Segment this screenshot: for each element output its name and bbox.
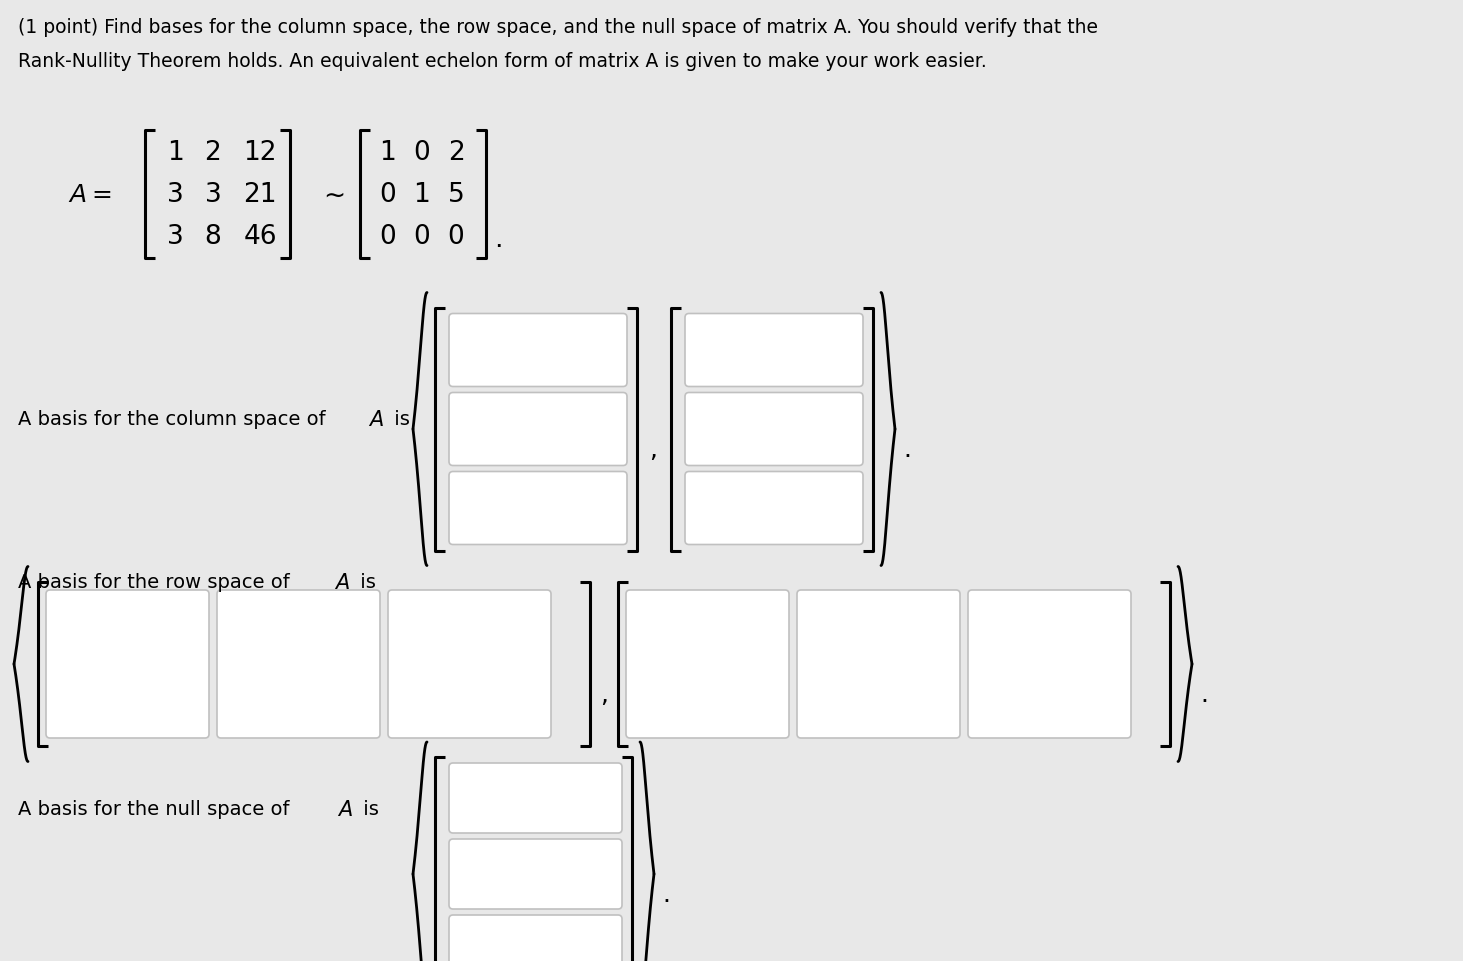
Text: 0: 0 <box>414 140 430 166</box>
Text: ,: , <box>600 682 609 706</box>
Text: 5: 5 <box>448 182 464 208</box>
Text: 0: 0 <box>448 224 464 250</box>
Text: .: . <box>903 437 911 461</box>
Text: 3: 3 <box>167 224 183 250</box>
Text: 8: 8 <box>205 224 221 250</box>
Text: is: is <box>357 800 379 819</box>
Text: 2: 2 <box>205 140 221 166</box>
Text: A basis for the null space of: A basis for the null space of <box>18 800 296 819</box>
Text: 21: 21 <box>243 182 277 208</box>
Text: (1 point) Find bases for the column space, the row space, and the null space of : (1 point) Find bases for the column spac… <box>18 18 1099 37</box>
FancyBboxPatch shape <box>449 472 628 545</box>
FancyBboxPatch shape <box>685 472 863 545</box>
FancyBboxPatch shape <box>449 393 628 466</box>
FancyBboxPatch shape <box>969 590 1131 738</box>
Text: 1: 1 <box>414 182 430 208</box>
FancyBboxPatch shape <box>449 915 622 961</box>
Text: 1: 1 <box>167 140 183 166</box>
Text: $\sim$: $\sim$ <box>317 182 344 208</box>
FancyBboxPatch shape <box>685 393 863 466</box>
Text: $\mathit{A}$: $\mathit{A}$ <box>336 800 353 819</box>
Text: Rank-Nullity Theorem holds. An equivalent echelon form of matrix A is given to m: Rank-Nullity Theorem holds. An equivalen… <box>18 52 986 71</box>
Text: $\mathit{A}$: $\mathit{A}$ <box>334 573 350 592</box>
FancyBboxPatch shape <box>388 590 552 738</box>
Text: 0: 0 <box>414 224 430 250</box>
Text: 0: 0 <box>379 182 396 208</box>
FancyBboxPatch shape <box>45 590 209 738</box>
Text: 2: 2 <box>448 140 464 166</box>
Text: 1: 1 <box>379 140 396 166</box>
FancyBboxPatch shape <box>449 763 622 833</box>
Text: 3: 3 <box>205 182 221 208</box>
Text: .: . <box>661 882 670 906</box>
Text: A basis for the row space of: A basis for the row space of <box>18 573 296 592</box>
FancyBboxPatch shape <box>626 590 789 738</box>
Text: is: is <box>354 573 376 592</box>
FancyBboxPatch shape <box>449 839 622 909</box>
Text: 0: 0 <box>379 224 396 250</box>
Text: 46: 46 <box>243 224 277 250</box>
FancyBboxPatch shape <box>797 590 960 738</box>
Text: ,: , <box>650 437 657 461</box>
FancyBboxPatch shape <box>449 314 628 387</box>
Text: 12: 12 <box>243 140 277 166</box>
FancyBboxPatch shape <box>217 590 380 738</box>
Text: .: . <box>1200 682 1208 706</box>
Text: is: is <box>388 410 410 429</box>
Text: .: . <box>494 227 502 253</box>
FancyBboxPatch shape <box>685 314 863 387</box>
Text: 3: 3 <box>167 182 183 208</box>
Text: A basis for the column space of: A basis for the column space of <box>18 410 332 429</box>
Text: $A =$: $A =$ <box>67 183 111 207</box>
Text: $\mathit{A}$: $\mathit{A}$ <box>369 409 383 430</box>
